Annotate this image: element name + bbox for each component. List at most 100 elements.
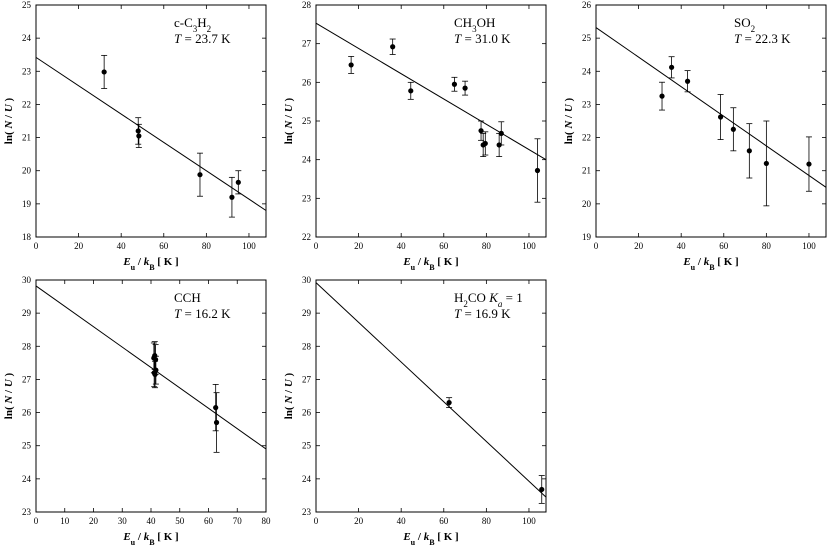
x-label-slash: / — [415, 531, 424, 543]
x-label-unit: [ K ] — [155, 256, 179, 268]
temperature-value: = 16.9 K — [461, 306, 511, 321]
species-main: CCH — [174, 290, 201, 305]
data-point — [498, 130, 504, 136]
x-label-unit: [ K ] — [155, 531, 179, 543]
y-tick-label: 20 — [22, 166, 32, 176]
species-sub: 2 — [463, 299, 468, 309]
x-tick-label: 80 — [202, 241, 212, 251]
x-label-e: E — [122, 256, 130, 268]
x-label-slash: / — [135, 256, 144, 268]
temperature-t: T — [734, 31, 742, 46]
y-tick-label: 21 — [22, 133, 31, 143]
y-tick-label: 24 — [22, 474, 32, 484]
data-point — [539, 486, 545, 493]
x-tick-label: 60 — [204, 516, 214, 526]
y-label-ln: ln( — [3, 129, 15, 145]
y-label-n: N — [563, 120, 575, 130]
data-point — [152, 371, 158, 378]
data-point — [717, 114, 724, 120]
y-tick-label: 28 — [302, 341, 312, 351]
y-tick-label: 23 — [22, 66, 32, 76]
temperature-label: T = 23.7 K — [174, 31, 231, 46]
plot-frame — [35, 279, 267, 513]
y-label-slash: / — [283, 112, 295, 121]
y-tick-label: 27 — [302, 39, 312, 49]
data-point — [348, 62, 354, 68]
plot-frame — [35, 4, 267, 238]
chart-panel-2: 0 20 40 60 80 100 22 23 24 25 26 27 28 Eu / kB [ K ] l… — [283, 0, 547, 272]
data-point — [101, 69, 107, 75]
x-tick-label: 40 — [397, 241, 407, 251]
species-main: CH — [454, 15, 472, 30]
y-tick-label: 29 — [302, 308, 312, 318]
species-label: H2CO Ka = 1 — [454, 290, 523, 309]
data-point — [408, 88, 414, 94]
data-point — [213, 405, 219, 411]
y-tick-label: 26 — [582, 0, 592, 10]
y-tick-label: 28 — [302, 0, 312, 10]
species-main: SO — [734, 15, 751, 30]
y-label-ln: ln( — [563, 129, 575, 145]
data-point — [478, 128, 484, 134]
species-sub: 3 — [193, 24, 198, 34]
y-tick-label: 22 — [22, 99, 31, 109]
species-sub2: 2 — [207, 24, 212, 34]
x-tick-label: 100 — [802, 241, 816, 251]
data-point — [197, 172, 203, 178]
plot-frame — [595, 4, 827, 238]
y-tick-label: 30 — [302, 275, 312, 285]
x-tick-label: 60 — [159, 241, 169, 251]
y-tick-label: 25 — [22, 0, 32, 10]
y-label-slash: / — [3, 387, 15, 396]
x-label-sub-b: B — [149, 263, 155, 272]
y-tick-label: 18 — [22, 232, 32, 242]
temperature-value: = 31.0 K — [461, 31, 511, 46]
x-tick-label: 0 — [314, 516, 319, 526]
x-tick-label: 50 — [175, 516, 185, 526]
data-point — [135, 128, 141, 134]
y-tick-label: 19 — [582, 232, 592, 242]
species-mid: CO — [468, 290, 489, 305]
x-tick-label: 20 — [634, 241, 644, 251]
y-label-slash: / — [3, 112, 15, 121]
x-tick-label: 80 — [262, 516, 272, 526]
data-point — [669, 64, 675, 70]
species-sub: 3 — [472, 24, 477, 34]
data-point — [806, 161, 812, 167]
temperature-label: T = 16.2 K — [174, 306, 231, 321]
data-point — [534, 167, 541, 174]
x-tick-label: 0 — [314, 241, 319, 251]
temperature-value: = 16.2 K — [181, 306, 231, 321]
y-label-close: ) — [283, 97, 295, 104]
y-label-slash: / — [283, 387, 295, 396]
y-label-close: ) — [3, 97, 15, 104]
y-label-ln: ln( — [283, 129, 295, 145]
data-point — [213, 419, 220, 426]
y-axis-label: ln( N / U ) — [563, 97, 575, 144]
y-tick-label: 24 — [302, 474, 312, 484]
fit-line — [35, 285, 267, 450]
y-tick-label: 20 — [582, 199, 592, 209]
fit-line — [315, 282, 547, 498]
fit-line — [35, 56, 267, 211]
y-tick-label: 19 — [22, 199, 32, 209]
species-mid: OH — [477, 15, 496, 30]
x-label-unit: [ K ] — [435, 531, 459, 543]
data-point — [462, 85, 468, 91]
x-tick-label: 80 — [482, 241, 492, 251]
y-tick-label: 23 — [582, 99, 592, 109]
x-tick-label: 20 — [74, 241, 84, 251]
x-label-unit: [ K ] — [435, 256, 459, 268]
y-label-ln: ln( — [283, 404, 295, 420]
species-label: SO2 — [734, 15, 755, 34]
temperature-value: = 22.3 K — [741, 31, 791, 46]
y-label-close: ) — [283, 372, 295, 379]
x-tick-label: 0 — [34, 516, 39, 526]
fit-line — [595, 27, 827, 188]
plot-frame — [315, 4, 547, 238]
temperature-t: T — [454, 31, 462, 46]
y-tick-label: 23 — [302, 507, 312, 517]
x-label-k: k — [144, 256, 150, 268]
y-tick-label: 25 — [302, 116, 312, 126]
